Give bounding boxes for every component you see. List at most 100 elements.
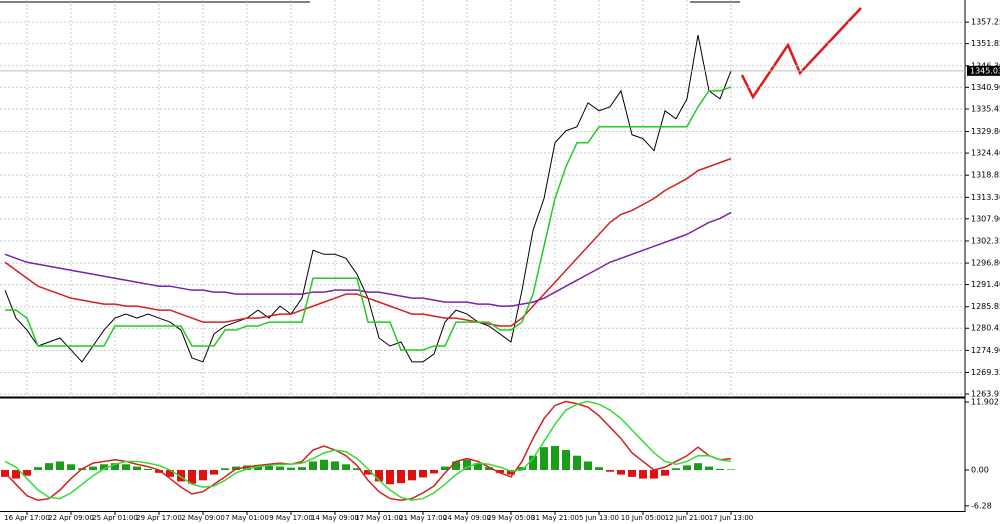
x-tick-label: 22 Apr 09:00 xyxy=(48,514,94,522)
y-tick-label: 1357.25 xyxy=(971,18,1000,27)
histogram-bar xyxy=(529,455,537,471)
y-tick-label: 1313.30 xyxy=(971,193,1000,202)
histogram-bar xyxy=(12,470,20,479)
histogram-bar xyxy=(254,464,262,471)
oscillator-line xyxy=(4,400,732,502)
histogram-bar xyxy=(551,446,559,471)
histogram-bar xyxy=(331,461,339,471)
histogram-bar xyxy=(298,467,306,471)
histogram-bar xyxy=(23,470,31,476)
histogram-bar xyxy=(56,461,64,471)
histogram-bar xyxy=(144,468,152,471)
histogram-bar xyxy=(485,467,493,471)
histogram-bar xyxy=(507,470,515,475)
indicator-line xyxy=(4,211,732,307)
histogram-bar xyxy=(397,470,405,484)
x-tick-label: 5 Jun 13:00 xyxy=(579,514,619,522)
y-tick-label: 1318.85 xyxy=(971,171,1000,180)
histogram-bar xyxy=(452,461,460,471)
histogram-bar xyxy=(133,466,141,471)
x-tick-label: 7 May 01:00 xyxy=(225,514,269,522)
histogram-bar xyxy=(342,464,350,471)
histogram-bar xyxy=(353,468,361,471)
y-tick-label: 1263.95 xyxy=(971,390,1000,399)
histogram-bar xyxy=(199,470,207,481)
histogram-bar xyxy=(309,461,317,471)
histogram-bar xyxy=(562,450,570,471)
histogram-bar xyxy=(45,463,53,471)
last-price-box xyxy=(967,65,1000,76)
histogram-bar xyxy=(716,468,724,471)
histogram-bar xyxy=(419,470,427,478)
projection-drawing xyxy=(740,7,862,100)
histogram-bar xyxy=(683,465,691,471)
histogram-bar xyxy=(67,464,75,471)
y-tick-label: -6.28 xyxy=(971,501,992,510)
histogram-bar xyxy=(210,470,218,475)
x-tick-label: 16 Apr 17:00 xyxy=(4,514,50,522)
y-tick-label: 11.902 xyxy=(971,398,999,407)
histogram-bar xyxy=(375,470,383,482)
x-tick-label: 21 May 17:00 xyxy=(399,514,447,522)
x-tick-label: 29 Apr 17:00 xyxy=(136,514,182,522)
y-tick-label: 1274.90 xyxy=(971,346,1000,355)
indicator-line xyxy=(5,86,732,351)
x-tick-label: 17 May 01:00 xyxy=(355,514,403,522)
x-tick-label: 2 May 09:00 xyxy=(181,514,225,522)
y-tick-label: 1285.85 xyxy=(971,302,1000,311)
histogram-bar xyxy=(617,470,625,475)
y-tick-label: 1291.40 xyxy=(971,280,1000,289)
histogram-bar xyxy=(122,464,130,471)
histogram-bar xyxy=(100,464,108,471)
histogram-bar xyxy=(463,459,471,471)
x-tick-label: 14 May 09:00 xyxy=(311,514,359,522)
histogram-bar xyxy=(221,468,229,471)
histogram-bar xyxy=(639,470,647,479)
indicator-line xyxy=(4,157,732,327)
x-tick-label: 31 May 21:00 xyxy=(531,514,579,522)
last-price-label: 1345.03 xyxy=(970,66,1000,75)
histogram-bar xyxy=(573,455,581,471)
histogram-bar xyxy=(287,467,295,471)
histogram-bar xyxy=(496,470,504,473)
histogram-bar xyxy=(177,470,185,482)
x-tick-label: 17 Jun 13:00 xyxy=(709,514,753,522)
x-tick-label: 24 May 09:00 xyxy=(443,514,491,522)
histogram-bar xyxy=(276,466,284,471)
histogram-bar xyxy=(166,470,174,477)
x-tick-label: 9 May 17:00 xyxy=(269,514,313,522)
x-tick-label: 12 Jun 21:00 xyxy=(665,514,709,522)
histogram-bar xyxy=(584,461,592,471)
histogram-bar xyxy=(441,466,449,471)
y-tick-label: 0.00 xyxy=(971,466,989,475)
x-tick-label: 29 May 05:00 xyxy=(487,514,535,522)
y-tick-label: 1340.90 xyxy=(971,83,1000,92)
histogram-bar xyxy=(628,470,636,477)
y-tick-label: 1324.40 xyxy=(971,149,1000,158)
histogram-bar xyxy=(661,470,669,476)
histogram-bar xyxy=(595,467,603,471)
y-tick-label: 1269.35 xyxy=(971,368,1000,377)
histogram-bar xyxy=(89,466,97,471)
histogram-bar xyxy=(606,470,614,472)
histogram-bar xyxy=(386,470,394,485)
histogram-bar xyxy=(705,466,713,471)
histogram-bar xyxy=(672,468,680,471)
y-tick-label: 1351.85 xyxy=(971,39,1000,48)
histogram-bar xyxy=(364,470,372,475)
y-tick-label: 1329.80 xyxy=(971,127,1000,136)
histogram-bar xyxy=(408,470,416,481)
histogram-bar xyxy=(694,463,702,471)
y-tick-label: 1302.35 xyxy=(971,236,1000,245)
histogram-bar xyxy=(188,470,196,484)
histogram-bar xyxy=(265,466,273,471)
x-tick-label: 25 Apr 01:00 xyxy=(92,514,138,522)
histogram-bar xyxy=(474,463,482,471)
histogram-bar xyxy=(430,470,438,474)
y-tick-label: 1307.90 xyxy=(971,214,1000,223)
histogram-bar xyxy=(111,463,119,471)
histogram-bar xyxy=(320,459,328,471)
y-tick-label: 1280.45 xyxy=(971,324,1000,333)
